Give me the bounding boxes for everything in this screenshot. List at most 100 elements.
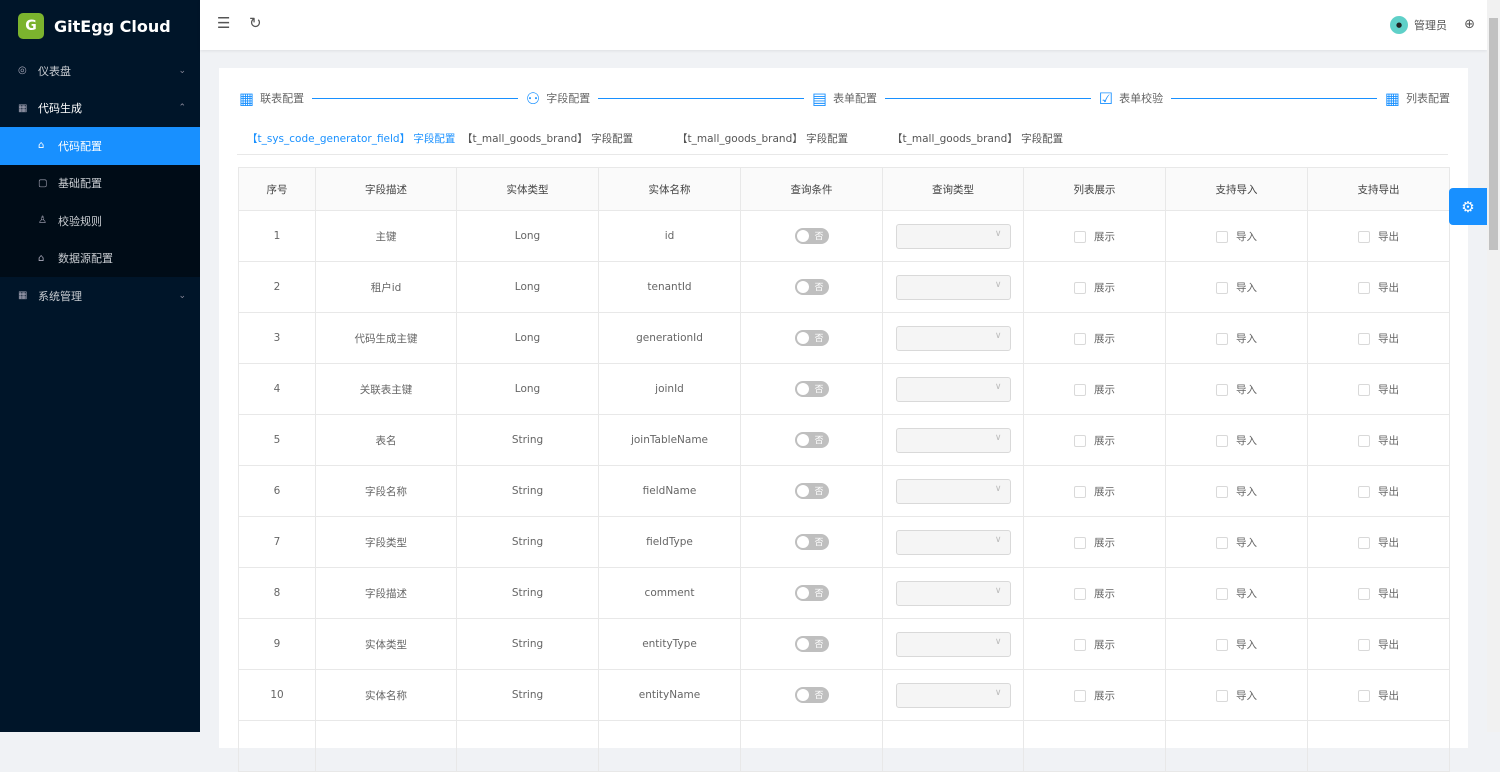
query-condition-switch[interactable]: 否 [794,585,829,601]
chevron-up-icon: ⌃ [178,103,186,114]
export-checkbox[interactable] [1358,383,1370,396]
cell: ∨ [882,414,1024,466]
switch-label: 否 [814,283,824,293]
export-checkbox[interactable] [1358,689,1370,702]
steps: ▦ 联表配置 ⚇ 字段配置 ▤ 表单配置 ☑ 表单校验 ▦ 列表配置 [239,87,1450,109]
show-checkbox[interactable] [1074,332,1086,345]
cell: 展示 [1023,363,1166,415]
export-checkbox[interactable] [1358,536,1370,549]
query-condition-switch[interactable]: 否 [794,534,829,550]
step-form[interactable]: ▤ 表单配置 [812,89,877,108]
sidebar-item-dashboard[interactable]: ◎ 仪表盘 ⌄ [0,52,200,90]
import-checkbox[interactable] [1216,332,1228,345]
sidebar-item-base-config[interactable]: ▢ 基础配置 [0,165,200,203]
query-condition-switch[interactable]: 否 [794,228,829,244]
appstore-icon: ▦ [18,102,28,114]
chevron-down-icon: ∨ [994,483,1002,494]
step-validate[interactable]: ☑ 表单校验 [1099,89,1163,108]
show-checkbox[interactable] [1074,689,1086,702]
import-label: 导入 [1236,281,1257,294]
query-type-select[interactable]: ∨ [895,274,1011,300]
import-checkbox[interactable] [1216,434,1228,447]
scrollbar-thumb[interactable] [1489,18,1498,250]
export-checkbox[interactable] [1358,485,1370,498]
show-checkbox[interactable] [1074,281,1086,294]
refresh-icon[interactable]: ↻ [249,14,262,32]
import-checkbox[interactable] [1216,230,1228,243]
query-type-select[interactable]: ∨ [895,376,1011,402]
tab-field-config[interactable]: 【t_mall_goods_brand】 字段配置 [892,133,1064,145]
import-checkbox[interactable] [1216,689,1228,702]
cell [315,720,457,772]
step-join[interactable]: ▦ 联表配置 [239,89,304,108]
sidebar-item-system[interactable]: ▦ 系统管理 ⌄ [0,277,200,315]
query-type-select[interactable]: ∨ [895,580,1011,606]
export-checkbox[interactable] [1358,230,1370,243]
step-label: 字段配置 [546,92,591,105]
query-condition-switch[interactable]: 否 [794,330,829,346]
cell: 展示 [1023,312,1166,364]
cell: 否 [740,618,883,670]
cell: 否 [740,363,883,415]
cell: 2 [238,261,316,313]
sidebar-item-code-config[interactable]: ⌂ 代码配置 [0,127,200,165]
step-divider [1171,97,1377,99]
query-type-select[interactable]: ∨ [895,325,1011,351]
step-field[interactable]: ⚇ 字段配置 [526,89,590,108]
show-checkbox[interactable] [1074,383,1086,396]
sidebar-item-validation-rules[interactable]: ♙ 校验规则 [0,202,200,240]
import-checkbox[interactable] [1216,638,1228,651]
table-row: 4 关联表主键 Long joinId 否 ∨ 展示 导入 导出 [238,363,1450,415]
cell [1023,720,1166,772]
export-checkbox[interactable] [1358,332,1370,345]
table-tabs: 【t_sys_code_generator_field】 字段配置 【t_mal… [237,131,1448,155]
globe-icon[interactable]: ⊕ [1464,17,1475,32]
export-label: 导出 [1378,332,1399,345]
export-checkbox[interactable] [1358,587,1370,600]
query-condition-switch[interactable]: 否 [794,687,829,703]
query-condition-switch[interactable]: 否 [794,636,829,652]
cell [1165,720,1308,772]
sidebar-item-codegen[interactable]: ▦ 代码生成 ⌃ [0,90,200,128]
query-condition-switch[interactable]: 否 [794,279,829,295]
query-type-select[interactable]: ∨ [895,631,1011,657]
cell: Long [456,363,599,415]
settings-button[interactable]: ⚙ [1449,188,1487,225]
query-type-select[interactable]: ∨ [895,529,1011,555]
export-checkbox[interactable] [1358,281,1370,294]
query-type-select[interactable]: ∨ [895,478,1011,504]
import-checkbox[interactable] [1216,587,1228,600]
cell [456,720,599,772]
user-menu[interactable]: ● 管理员 [1390,16,1447,34]
query-type-select[interactable]: ∨ [895,682,1011,708]
query-condition-switch[interactable]: 否 [794,381,829,397]
import-checkbox[interactable] [1216,383,1228,396]
query-condition-switch[interactable]: 否 [794,483,829,499]
export-checkbox[interactable] [1358,638,1370,651]
menu-fold-icon[interactable]: ☰ [217,14,231,32]
show-checkbox[interactable] [1074,434,1086,447]
cell: 导入 [1165,669,1308,721]
query-type-select[interactable]: ∨ [895,427,1011,453]
logo[interactable]: G GitEgg Cloud [0,0,200,52]
import-label: 导入 [1236,434,1257,447]
export-checkbox[interactable] [1358,434,1370,447]
export-label: 导出 [1378,434,1399,447]
scrollbar[interactable] [1487,0,1500,732]
query-condition-switch[interactable]: 否 [794,432,829,448]
tab-field-config[interactable]: 【t_mall_goods_brand】 字段配置 [462,133,634,145]
tab-field-config[interactable]: 【t_mall_goods_brand】 字段配置 [677,133,849,145]
tab-field-config[interactable]: 【t_sys_code_generator_field】 字段配置 [247,133,456,145]
import-checkbox[interactable] [1216,281,1228,294]
show-checkbox[interactable] [1074,587,1086,600]
show-checkbox[interactable] [1074,485,1086,498]
import-checkbox[interactable] [1216,536,1228,549]
sidebar-item-datasource[interactable]: ⌂ 数据源配置 [0,240,200,278]
show-checkbox[interactable] [1074,230,1086,243]
show-checkbox[interactable] [1074,536,1086,549]
show-checkbox[interactable] [1074,638,1086,651]
import-checkbox[interactable] [1216,485,1228,498]
step-list[interactable]: ▦ 列表配置 [1385,89,1450,108]
query-type-select[interactable]: ∨ [895,223,1011,249]
lock-icon: ⌂ [38,140,45,152]
